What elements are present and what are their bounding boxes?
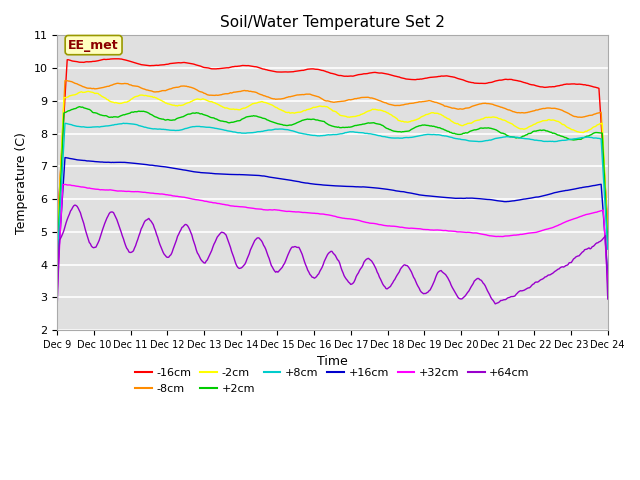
+32cm [382, 223, 390, 228]
+8cm [592, 135, 600, 141]
+16cm [353, 184, 360, 190]
-2cm [353, 113, 360, 119]
-2cm [604, 233, 612, 239]
-16cm [113, 56, 121, 61]
-16cm [604, 223, 612, 229]
-8cm [53, 235, 61, 241]
+8cm [506, 134, 513, 140]
X-axis label: Time: Time [317, 355, 348, 369]
+64cm [382, 286, 390, 291]
+8cm [353, 130, 360, 135]
Line: +64cm: +64cm [57, 205, 608, 304]
+16cm [61, 155, 69, 160]
+8cm [382, 134, 390, 140]
+8cm [604, 246, 612, 252]
+64cm [71, 202, 79, 208]
+16cm [382, 186, 390, 192]
Line: -16cm: -16cm [57, 59, 608, 227]
+32cm [319, 211, 327, 217]
+16cm [319, 182, 327, 188]
Text: EE_met: EE_met [68, 38, 119, 52]
Line: +2cm: +2cm [57, 107, 608, 255]
-16cm [53, 224, 61, 230]
+8cm [53, 256, 61, 262]
+2cm [506, 134, 513, 140]
-8cm [61, 78, 69, 84]
+16cm [506, 198, 513, 204]
Line: -2cm: -2cm [57, 91, 608, 247]
+2cm [604, 240, 612, 246]
+64cm [507, 294, 515, 300]
+64cm [593, 240, 600, 246]
-16cm [316, 67, 324, 73]
+2cm [353, 123, 360, 129]
+64cm [492, 301, 499, 307]
Title: Soil/Water Temperature Set 2: Soil/Water Temperature Set 2 [220, 15, 445, 30]
-8cm [353, 96, 360, 102]
+2cm [592, 130, 600, 135]
+32cm [316, 211, 324, 217]
+32cm [353, 217, 360, 223]
+16cm [592, 182, 600, 188]
-16cm [592, 84, 600, 90]
+2cm [76, 104, 83, 109]
+32cm [53, 287, 61, 293]
+32cm [592, 209, 600, 215]
Legend: -16cm, -8cm, -2cm, +2cm, +8cm, +16cm, +32cm, +64cm: -16cm, -8cm, -2cm, +2cm, +8cm, +16cm, +3… [131, 364, 534, 398]
-2cm [53, 244, 61, 250]
+64cm [53, 300, 61, 306]
+32cm [604, 281, 612, 287]
-8cm [604, 230, 612, 236]
+16cm [604, 272, 612, 277]
-16cm [382, 71, 390, 77]
-8cm [506, 107, 513, 113]
+8cm [316, 133, 324, 139]
-2cm [506, 120, 513, 126]
+16cm [53, 274, 61, 279]
-8cm [592, 111, 600, 117]
+2cm [316, 118, 324, 123]
-16cm [319, 68, 327, 73]
+64cm [604, 296, 612, 302]
Line: +8cm: +8cm [57, 123, 608, 259]
-2cm [382, 109, 390, 115]
Line: +16cm: +16cm [57, 157, 608, 276]
+2cm [53, 252, 61, 258]
+32cm [61, 181, 69, 187]
-2cm [319, 104, 327, 109]
+64cm [319, 262, 327, 268]
+32cm [506, 233, 513, 239]
-8cm [382, 100, 390, 106]
+16cm [316, 182, 324, 188]
+8cm [120, 120, 127, 126]
+64cm [353, 274, 360, 279]
-2cm [84, 88, 92, 94]
+64cm [316, 268, 324, 274]
+2cm [382, 125, 390, 131]
+8cm [319, 132, 327, 138]
-2cm [316, 103, 324, 109]
Line: -8cm: -8cm [57, 81, 608, 238]
-16cm [506, 76, 513, 82]
-16cm [353, 72, 360, 78]
-8cm [319, 96, 327, 102]
Y-axis label: Temperature (C): Temperature (C) [15, 132, 28, 234]
Line: +32cm: +32cm [57, 184, 608, 290]
-8cm [316, 95, 324, 100]
+2cm [319, 119, 327, 124]
-2cm [592, 123, 600, 129]
